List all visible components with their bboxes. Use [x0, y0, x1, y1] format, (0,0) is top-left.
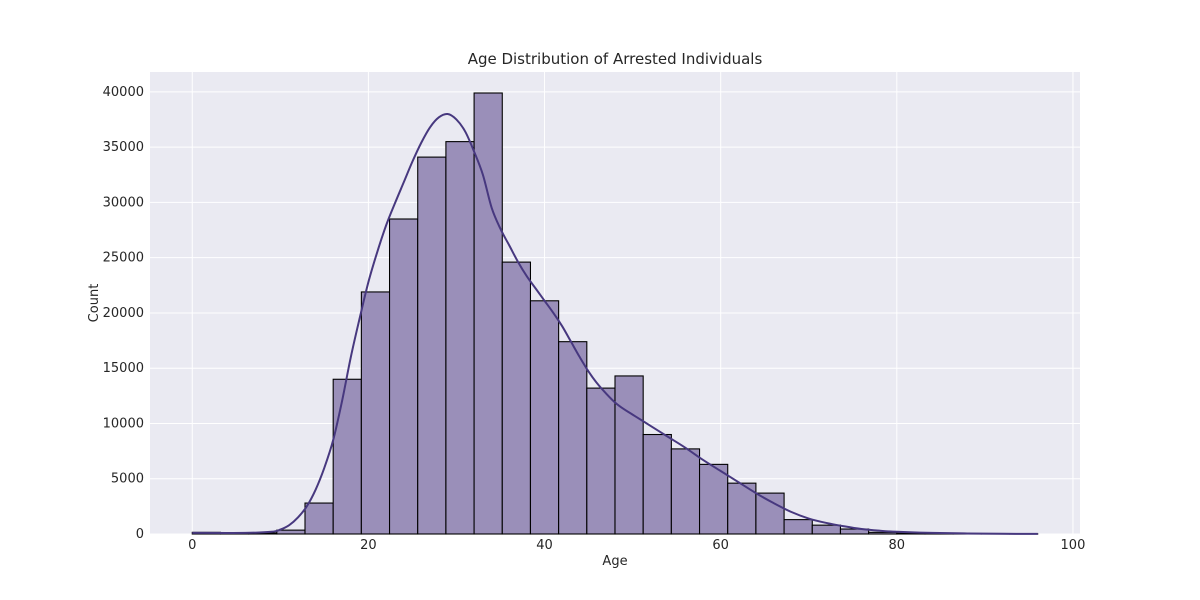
y-tick-label: 35000 [103, 140, 144, 155]
histogram-bar [670, 448, 701, 535]
histogram-bar [586, 387, 616, 535]
histogram-bar [304, 502, 334, 535]
y-tick-label: 40000 [103, 85, 144, 100]
kde-line [192, 112, 1038, 535]
histogram-bar [614, 375, 644, 535]
histogram-bar [473, 92, 503, 535]
histogram-bar [698, 463, 729, 535]
histogram-bars [191, 92, 1039, 535]
x-tick-labels: 0 20 40 60 80 100 [188, 538, 1085, 553]
histogram-bar [417, 156, 447, 535]
x-tick-label: 40 [536, 538, 553, 553]
y-tick-label: 5000 [111, 472, 144, 487]
y-tick-label: 0 [136, 527, 144, 542]
histogram-bar [642, 433, 672, 535]
y-tick-label: 30000 [103, 195, 144, 210]
histogram-bar [755, 492, 785, 535]
chart-title: Age Distribution of Arrested Individuals [468, 50, 763, 68]
histogram-bar [388, 218, 419, 535]
histogram-bar [529, 300, 560, 535]
x-tick-label: 80 [889, 538, 906, 553]
x-tick-label: 100 [1061, 538, 1086, 553]
histogram-bar [445, 141, 475, 535]
y-tick-labels: 0 5000 10000 15000 20000 25000 30000 35000 40000 [103, 85, 144, 542]
y-tick-label: 15000 [103, 361, 144, 376]
x-axis-label: Age [602, 554, 627, 569]
histogram-bar [811, 524, 842, 535]
histogram-bar [501, 261, 532, 535]
histogram-bar [332, 378, 362, 535]
y-tick-label: 10000 [103, 416, 144, 431]
x-tick-label: 20 [360, 538, 377, 553]
y-tick-label: 20000 [103, 306, 144, 321]
x-tick-label: 0 [188, 538, 196, 553]
histogram-bar [360, 291, 391, 535]
grid-lines [150, 72, 1080, 535]
x-tick-label: 60 [712, 538, 729, 553]
histogram-bar [276, 529, 306, 535]
histogram-bar [558, 341, 588, 535]
y-tick-label: 25000 [103, 251, 144, 266]
y-axis-label: Count [87, 284, 102, 323]
histogram-bar [783, 519, 813, 535]
